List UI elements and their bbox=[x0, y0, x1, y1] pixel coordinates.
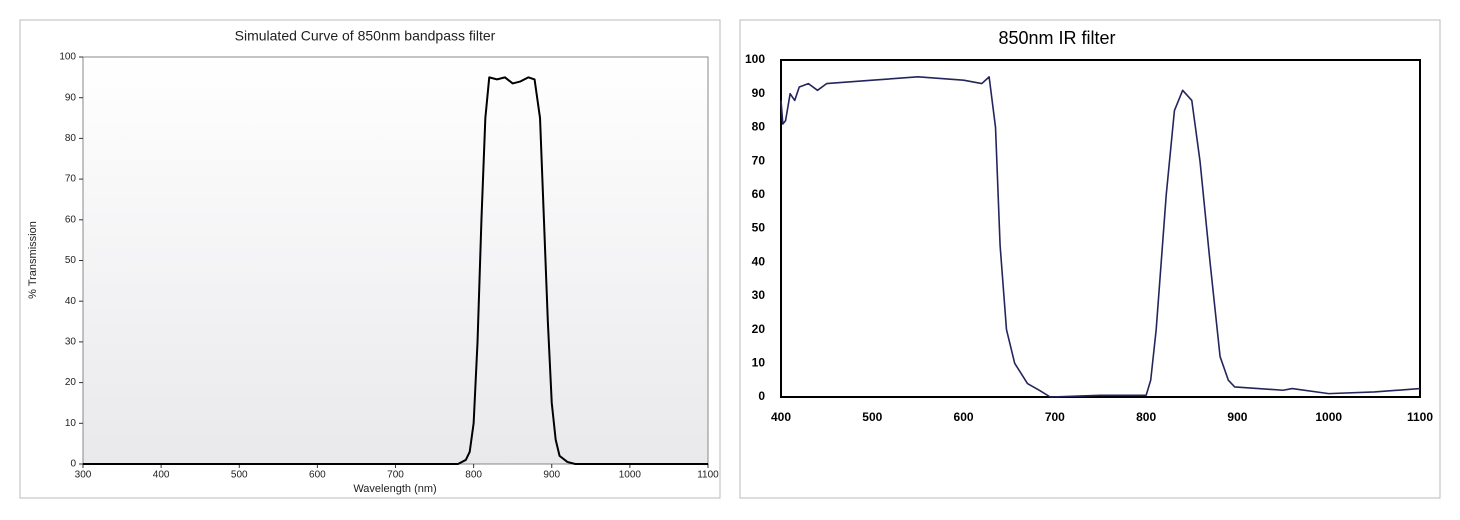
plot-area bbox=[82, 56, 709, 465]
y-tick-label: 10 bbox=[752, 355, 766, 369]
x-tick-label: 500 bbox=[862, 410, 882, 424]
chart-left: Simulated Curve of 850nm bandpass filter… bbox=[27, 28, 719, 495]
y-tick-label: 30 bbox=[65, 337, 77, 348]
chart-title: 850nm IR filter bbox=[998, 28, 1115, 48]
y-tick-label: 80 bbox=[65, 133, 77, 144]
x-tick-label: 1100 bbox=[1407, 410, 1433, 424]
data-line bbox=[83, 76, 708, 465]
x-tick-label: 900 bbox=[543, 470, 560, 481]
y-tick-label: 100 bbox=[745, 52, 765, 66]
y-tick-label: 20 bbox=[65, 377, 77, 388]
y-tick-label: 20 bbox=[752, 322, 766, 336]
y-axis-label: % Transmission bbox=[27, 221, 39, 299]
y-tick-label: 90 bbox=[65, 92, 77, 103]
y-tick-label: 70 bbox=[752, 153, 766, 167]
x-tick-label: 1000 bbox=[619, 470, 642, 481]
x-tick-label: 800 bbox=[1136, 410, 1156, 424]
y-tick-label: 40 bbox=[752, 254, 766, 268]
x-tick-label: 400 bbox=[771, 410, 791, 424]
x-tick-label: 600 bbox=[309, 470, 326, 481]
x-tick-label: 900 bbox=[1227, 410, 1247, 424]
y-tick-label: 60 bbox=[752, 187, 766, 201]
x-tick-label: 600 bbox=[954, 410, 974, 424]
y-tick-label: 0 bbox=[70, 459, 76, 470]
x-tick-label: 500 bbox=[231, 470, 248, 481]
y-tick-label: 30 bbox=[752, 288, 766, 302]
y-tick-label: 60 bbox=[65, 214, 77, 225]
chart-right: 850nm IR filter 0 10 20 30 40 50 60 70 80 90 100 40… bbox=[745, 28, 1433, 424]
y-tick-label: 80 bbox=[752, 120, 766, 134]
data-line bbox=[780, 76, 1421, 398]
plot-area bbox=[780, 59, 1421, 398]
x-tick-label: 700 bbox=[387, 470, 404, 481]
y-tick-label: 100 bbox=[59, 52, 76, 63]
y-tick-label: 40 bbox=[65, 296, 77, 307]
x-tick-label: 800 bbox=[465, 470, 482, 481]
x-tick-label: 1100 bbox=[697, 470, 719, 481]
y-tick-label: 50 bbox=[65, 255, 77, 266]
y-tick-label: 90 bbox=[752, 86, 766, 100]
y-tick-label: 10 bbox=[65, 418, 77, 429]
x-tick-label: 1000 bbox=[1315, 410, 1342, 424]
x-tick-label: 300 bbox=[75, 470, 92, 481]
x-tick-label: 700 bbox=[1045, 410, 1065, 424]
chart-title: Simulated Curve of 850nm bandpass filter bbox=[235, 28, 496, 44]
x-axis-label: Wavelength (nm) bbox=[353, 483, 436, 495]
y-tick-label: 70 bbox=[65, 174, 77, 185]
x-tick-label: 400 bbox=[153, 470, 170, 481]
y-tick-label: 0 bbox=[758, 389, 765, 403]
y-tick-label: 50 bbox=[752, 221, 766, 235]
